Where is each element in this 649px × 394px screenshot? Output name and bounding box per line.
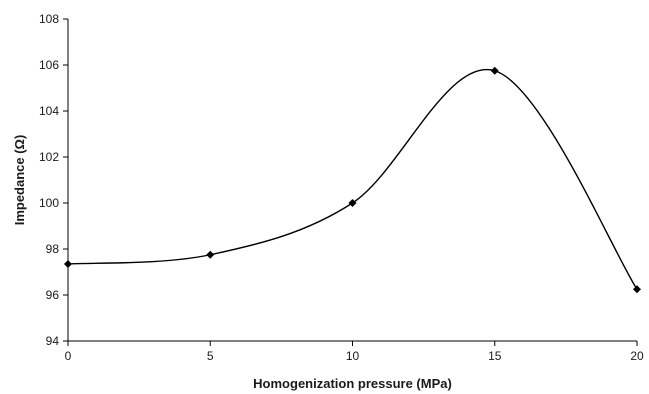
series-line	[67, 68, 638, 290]
x-tick-label: 15	[488, 349, 502, 363]
y-axis-title: Impedance (Ω)	[12, 135, 27, 226]
y-tick-label: 106	[39, 58, 59, 72]
y-tick-label: 98	[46, 242, 60, 256]
axes	[67, 19, 637, 342]
y-tick-label: 108	[39, 12, 59, 26]
y-tick-label: 94	[46, 334, 60, 348]
x-axis-title: Homogenization pressure (MPa)	[253, 376, 452, 391]
x-tick-label: 5	[207, 349, 214, 363]
data-point-marker	[633, 285, 641, 294]
x-tick-label: 10	[346, 349, 360, 363]
x-tick-label: 0	[65, 349, 72, 363]
x-ticks: 0 5 10 15 20	[65, 341, 644, 363]
data-point-marker	[490, 66, 499, 75]
x-tick-label: 20	[630, 349, 644, 363]
data-point-marker	[206, 250, 215, 259]
y-tick-label: 102	[39, 150, 59, 164]
y-tick-label: 96	[46, 288, 60, 302]
y-tick-label: 100	[39, 196, 59, 210]
data-markers	[64, 66, 641, 294]
data-point-marker	[348, 199, 357, 207]
y-tick-label: 104	[39, 104, 59, 118]
data-point-marker	[64, 259, 72, 268]
y-ticks: 94 96 98 100 102 104 106 108	[39, 12, 68, 348]
